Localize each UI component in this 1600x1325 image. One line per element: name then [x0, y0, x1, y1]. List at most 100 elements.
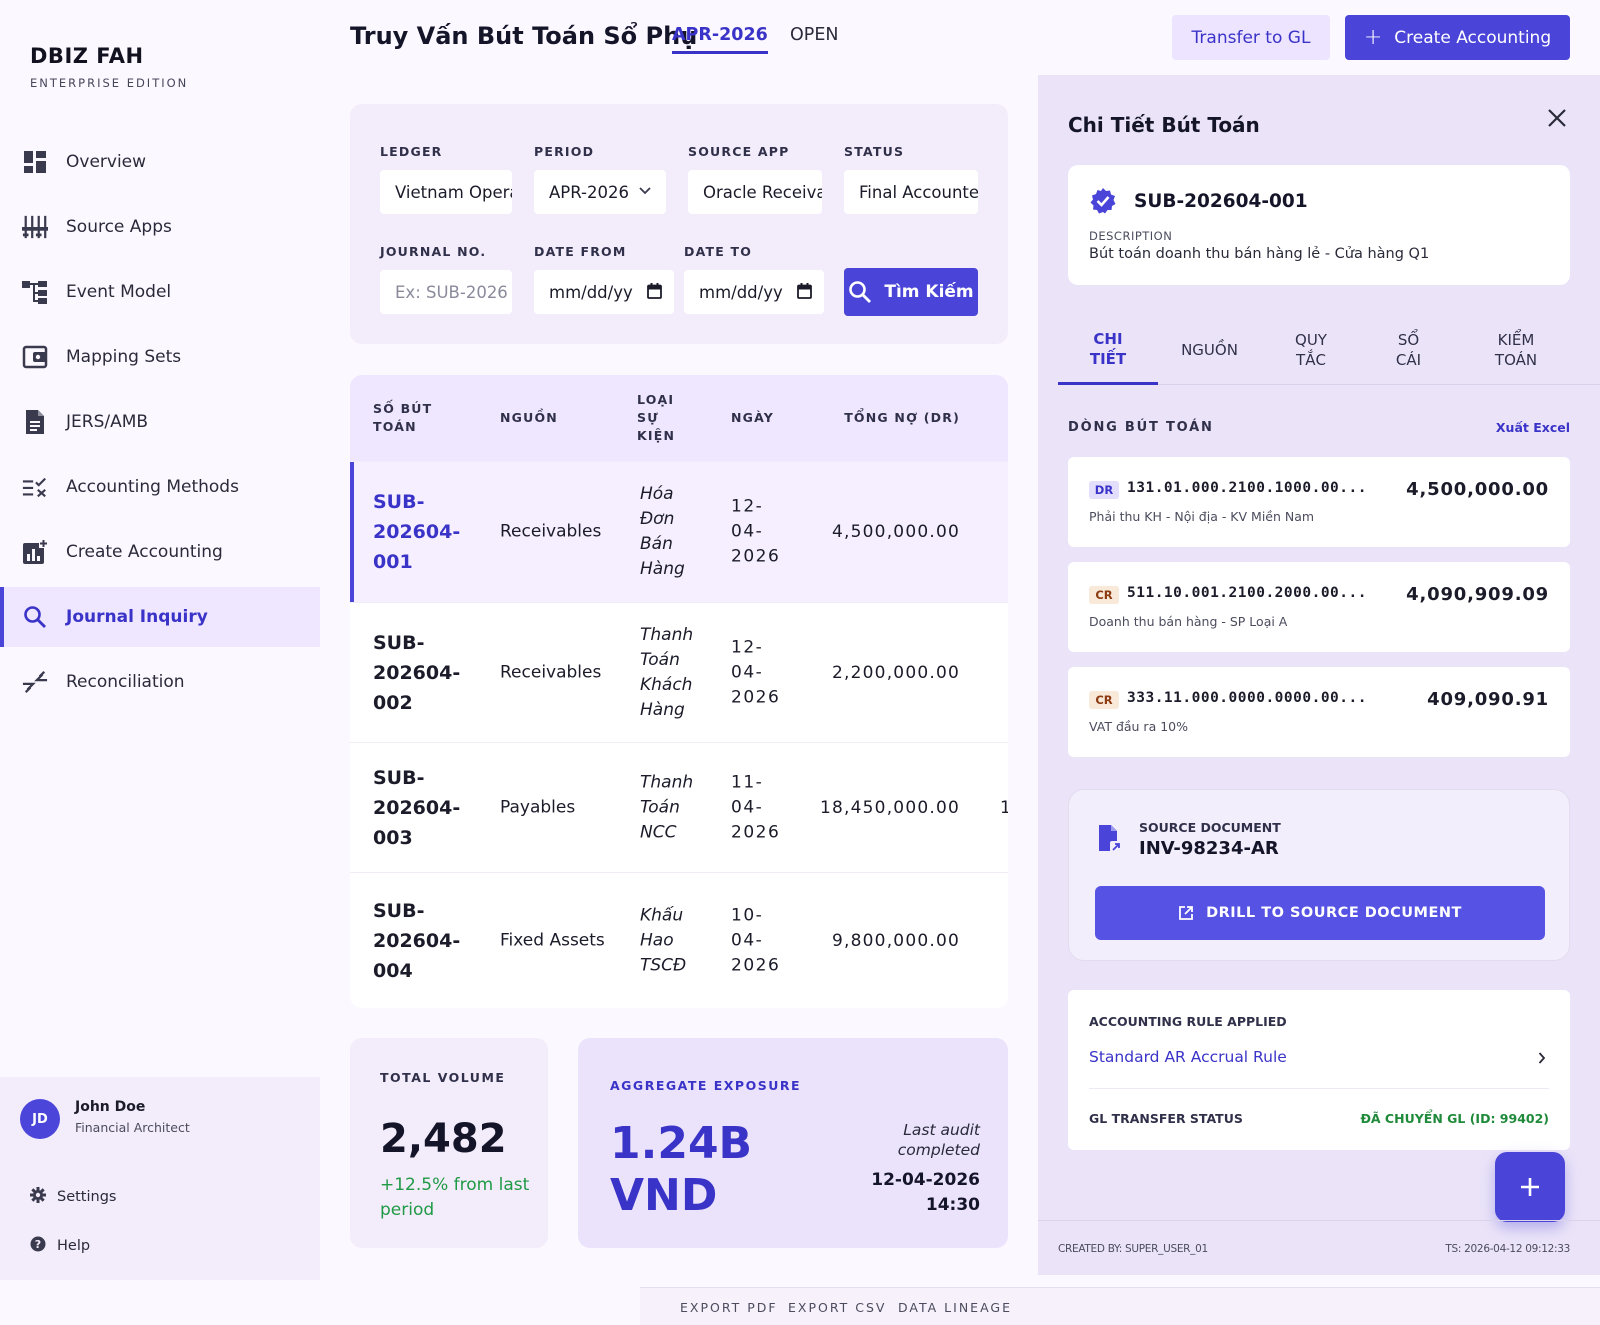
aggregate-exposure-label: AGGREGATE EXPOSURE — [610, 1078, 802, 1093]
search-button[interactable]: Tìm Kiếm — [844, 268, 978, 316]
journal-number[interactable]: SUB-202604-004 — [373, 899, 461, 982]
tab-label: NGUỒN — [1181, 341, 1238, 359]
tab-ledger[interactable]: SỔ CÁI — [1361, 315, 1456, 385]
create-accounting-button[interactable]: + Create Accounting — [1345, 15, 1570, 60]
sidebar-item-overview[interactable]: Overview — [0, 132, 320, 192]
status-value: Final Accounted — [859, 182, 978, 202]
help-link[interactable]: ? Help — [30, 1236, 90, 1256]
journal-line[interactable]: CR 333.11.000.0000.0000.00... VAT đầu ra… — [1068, 667, 1570, 757]
sidebar-item-source-apps[interactable]: Source Apps — [0, 197, 320, 257]
journal-no-placeholder: Ex: SUB-2026 — [395, 282, 508, 302]
table-row[interactable]: SUB-202604-004 Fixed Assets Khấu Hao TSC… — [350, 872, 1008, 1008]
column-header-journal-no[interactable]: SỐ BÚT TOÁN — [373, 401, 433, 434]
tab-source[interactable]: NGUỒN — [1158, 315, 1261, 385]
timestamp: TS: 2026-04-12 09:12:33 — [1445, 1243, 1570, 1255]
source-cell: Payables — [500, 797, 576, 817]
date-cell: 10-04-2026 — [731, 905, 781, 975]
account-description: Doanh thu bán hàng - SP Loại A — [1089, 614, 1288, 629]
table-row[interactable]: SUB-202604-002 Receivables Thanh Toán Kh… — [350, 602, 1008, 742]
divider — [1089, 1088, 1549, 1089]
date-from-value: mm/dd/yy — [549, 282, 633, 302]
export-pdf-link[interactable]: EXPORT PDF — [680, 1300, 778, 1315]
tab-audit[interactable]: KIỂM TOÁN — [1456, 315, 1576, 385]
sidebar-item-mapping-sets[interactable]: Mapping Sets — [0, 327, 320, 387]
detail-tabs: CHI TIẾT NGUỒN QUY TẮC SỔ CÁI KIỂM TOÁN — [1058, 315, 1600, 385]
line-amount: 4,090,909.09 — [1406, 584, 1549, 605]
close-button[interactable] — [1546, 107, 1568, 133]
sidebar-item-accounting-methods[interactable]: Accounting Methods — [0, 457, 320, 517]
svg-text:?: ? — [35, 1238, 41, 1251]
journal-no-input[interactable]: Ex: SUB-2026 — [380, 270, 512, 314]
data-lineage-link[interactable]: DATA LINEAGE — [898, 1300, 1012, 1315]
column-header-event-type[interactable]: LOẠI SỰ KIỆN — [637, 392, 676, 443]
table-header: SỐ BÚT TOÁN NGUỒN LOẠI SỰ KIỆN NGÀY TỔNG… — [350, 375, 1008, 461]
drill-to-source-button[interactable]: DRILL TO SOURCE DOCUMENT — [1095, 886, 1545, 940]
event-type-cell: Khấu Hao TSCĐ — [640, 905, 687, 975]
total-dr-cell: 18,450,000.00 — [820, 797, 960, 818]
sidebar-item-label: Reconciliation — [66, 672, 185, 692]
total-dr-cell: 9,800,000.00 — [832, 930, 960, 951]
journal-number[interactable]: SUB-202604-002 — [373, 631, 461, 714]
journal-lines-label: DÒNG BÚT TOÁN — [1068, 420, 1214, 435]
table-row[interactable]: SUB-202604-001 Receivables Hóa Đơn Bán H… — [350, 461, 1008, 602]
wallet-icon — [22, 344, 48, 370]
total-volume-value: 2,482 — [380, 1116, 507, 1162]
brand: DBIZ FAH ENTERPRISE EDITION — [30, 44, 188, 90]
search-button-label: Tìm Kiếm — [884, 282, 974, 302]
table-row[interactable]: SUB-202604-003 Payables Thanh Toán NCC 1… — [350, 742, 1008, 872]
file-icon — [1097, 824, 1123, 858]
journal-table: SỐ BÚT TOÁN NGUỒN LOẠI SỰ KIỆN NGÀY TỔNG… — [350, 375, 1008, 1008]
sidebar-item-reconciliation[interactable]: Reconciliation — [0, 652, 320, 712]
settings-link[interactable]: Settings — [30, 1187, 116, 1207]
accounting-rule-link[interactable]: Standard AR Accrual Rule — [1089, 1048, 1287, 1066]
settings-label: Settings — [57, 1189, 117, 1205]
avatar[interactable]: JD — [20, 1099, 60, 1139]
event-type-cell: Thanh Toán NCC — [640, 772, 694, 842]
sidebar-item-jers-amb[interactable]: JERS/AMB — [0, 392, 320, 452]
column-header-source[interactable]: NGUỒN — [500, 410, 558, 425]
sidebar-item-event-model[interactable]: Event Model — [0, 262, 320, 322]
tab-status-open[interactable]: OPEN — [790, 25, 839, 45]
source-app-select[interactable]: Oracle Receivables — [688, 170, 822, 214]
ledger-select[interactable]: Vietnam Operations — [380, 170, 512, 214]
ledger-value: Vietnam Operations — [395, 182, 512, 202]
line-amount: 409,090.91 — [1427, 689, 1549, 710]
add-fab-button[interactable] — [1495, 1152, 1565, 1222]
status-select[interactable]: Final Accounted — [844, 170, 978, 214]
sidebar-item-journal-inquiry[interactable]: Journal Inquiry — [0, 587, 320, 647]
chevron-right-icon[interactable] — [1538, 1050, 1546, 1069]
tab-rules[interactable]: QUY TẮC — [1261, 315, 1361, 385]
external-link-icon — [1179, 906, 1193, 920]
transfer-to-gl-button[interactable]: Transfer to GL — [1172, 15, 1330, 60]
column-header-total-dr[interactable]: TỔNG NỢ (DR) — [844, 410, 960, 425]
tab-detail[interactable]: CHI TIẾT — [1058, 315, 1158, 385]
journal-line[interactable]: CR 511.10.001.2100.2000.00... Doanh thu … — [1068, 562, 1570, 652]
sidebar-item-label: Source Apps — [66, 217, 172, 237]
user-profile: JD John Doe Financial Architect Settings… — [0, 1077, 320, 1280]
divider — [1038, 1220, 1600, 1221]
total-volume-card: TOTAL VOLUME 2,482 +12.5% from last peri… — [350, 1038, 548, 1248]
event-type-cell: Hóa Đơn Bán Hàng — [640, 484, 685, 579]
date-to-input[interactable]: mm/dd/yy — [684, 270, 824, 314]
journal-line[interactable]: DR 131.01.000.2100.1000.00... Phải thu K… — [1068, 457, 1570, 547]
gl-transfer-status-value: ĐÃ CHUYỂN GL (ID: 99402) — [1360, 1111, 1549, 1126]
sidebar-item-create-accounting[interactable]: Create Accounting — [0, 522, 320, 582]
sliders-icon — [22, 214, 48, 240]
column-header-date[interactable]: NGÀY — [731, 410, 775, 425]
calendar-icon — [647, 283, 662, 303]
journal-number[interactable]: SUB-202604-001 — [373, 491, 461, 573]
close-icon — [1548, 109, 1566, 127]
tab-period[interactable]: APR-2026 — [672, 25, 768, 54]
journal-number[interactable]: SUB-202604-003 — [373, 766, 461, 849]
line-amount: 4,500,000.00 — [1406, 479, 1549, 500]
account-code: 333.11.000.0000.0000.00... — [1127, 690, 1367, 706]
sidebar-item-label: JERS/AMB — [66, 412, 149, 432]
description-label: DESCRIPTION — [1089, 229, 1173, 243]
date-from-input[interactable]: mm/dd/yy — [534, 270, 674, 314]
user-role: Financial Architect — [75, 1120, 190, 1135]
export-excel-link[interactable]: Xuất Excel — [1495, 420, 1570, 435]
export-csv-link[interactable]: EXPORT CSV — [788, 1300, 887, 1315]
period-select[interactable]: APR-2026 — [534, 170, 666, 214]
last-audit-label: Last audit completed — [897, 1121, 980, 1159]
source-app-label: SOURCE APP — [688, 144, 790, 159]
